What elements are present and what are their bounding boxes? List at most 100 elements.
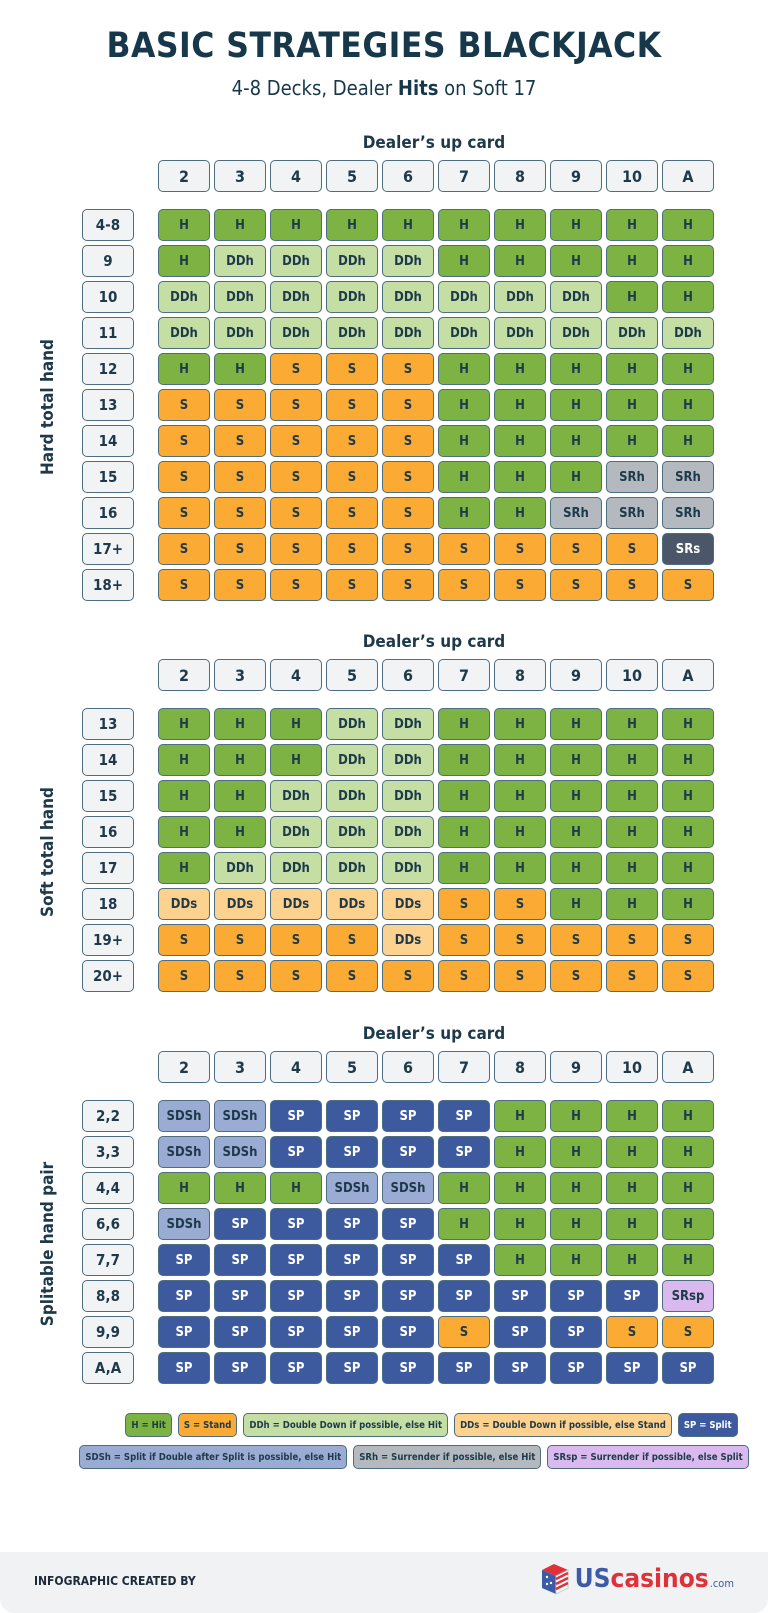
strategy-cell: S: [214, 960, 266, 992]
table-row: H DDh DDh DDh DDh H H H H H: [158, 245, 714, 277]
uscasinos-logo[interactable]: US casinos .com: [540, 1562, 734, 1596]
strategy-cell: SP: [270, 1316, 322, 1348]
strategy-cell: SP: [382, 1136, 434, 1168]
strategy-cell: SP: [382, 1244, 434, 1276]
strategy-cell: H: [214, 708, 266, 740]
table-row: H H H SDSh SDSh H H H H H: [158, 1172, 714, 1204]
strategy-cell: DDh: [382, 317, 434, 349]
table-row: S S S S S H H SRh SRh SRh: [158, 497, 714, 529]
strategy-cell: S: [438, 569, 490, 601]
table-row: DDs DDs DDs DDs DDs S S H H H: [158, 888, 714, 920]
strategy-cell: S: [550, 533, 602, 565]
strategy-cell: S: [382, 353, 434, 385]
table-row: DDh DDh DDh DDh DDh DDh DDh DDh DDh DDh: [158, 317, 714, 349]
player-hand-label: 12: [82, 353, 134, 385]
strategy-cell: DDh: [662, 317, 714, 349]
strategy-cell: DDh: [382, 744, 434, 776]
table-row: SDSh SDSh SP SP SP SP H H H H: [158, 1100, 714, 1132]
strategy-cell: DDh: [158, 317, 210, 349]
dealer-card: 10: [606, 659, 658, 691]
dealer-card: 5: [326, 160, 378, 192]
strategy-cell: H: [606, 1136, 658, 1168]
strategy-cell: H: [438, 708, 490, 740]
strategy-cell: H: [550, 888, 602, 920]
strategy-cell: DDs: [326, 888, 378, 920]
strategy-cell: DDh: [214, 317, 266, 349]
strategy-cell: H: [214, 744, 266, 776]
strategy-cell: DDh: [326, 281, 378, 313]
strategy-cell: DDh: [382, 281, 434, 313]
strategy-cell: DDh: [326, 317, 378, 349]
strategy-cell: SP: [550, 1280, 602, 1312]
strategy-cell: H: [606, 425, 658, 457]
strategy-cell: DDh: [382, 245, 434, 277]
table-row: DDh DDh DDh DDh DDh DDh DDh DDh H H: [158, 281, 714, 313]
strategy-cell: H: [662, 209, 714, 241]
strategy-cell: SP: [438, 1280, 490, 1312]
strategy-cell: DDh: [494, 281, 546, 313]
strategy-cell: H: [662, 744, 714, 776]
strategy-cell: H: [550, 461, 602, 493]
strategy-cell: SDSh: [158, 1136, 210, 1168]
strategy-cell: S: [214, 425, 266, 457]
strategy-cell: H: [158, 708, 210, 740]
legend-item: SRh = Surrender if possible, else Hit: [353, 1445, 542, 1469]
dealer-card: 7: [438, 160, 490, 192]
strategy-cell: H: [550, 1208, 602, 1240]
dealer-card: 10: [606, 160, 658, 192]
strategy-cell: H: [606, 816, 658, 848]
strategy-cell: S: [326, 353, 378, 385]
strategy-cell: S: [270, 533, 322, 565]
strategy-cell: S: [270, 389, 322, 421]
strategy-cell: H: [438, 461, 490, 493]
strategy-cell: SDSh: [158, 1208, 210, 1240]
dealer-card: 4: [270, 1051, 322, 1083]
strategy-cell: H: [606, 353, 658, 385]
player-hand-label: 8,8: [82, 1280, 134, 1312]
strategy-cell: H: [550, 353, 602, 385]
player-hand-label: 18+: [82, 569, 134, 601]
strategy-cell: H: [662, 1136, 714, 1168]
strategy-cell: S: [438, 960, 490, 992]
player-hand-label: 4,4: [82, 1172, 134, 1204]
strategy-cell: S: [606, 960, 658, 992]
strategy-cell: SP: [270, 1136, 322, 1168]
player-hand-label: 20+: [82, 960, 134, 992]
strategy-cell: DDh: [326, 780, 378, 812]
table-row: SP SP SP SP SP S SP SP S S: [158, 1316, 714, 1348]
strategy-cell: S: [214, 569, 266, 601]
strategy-cell: SP: [494, 1280, 546, 1312]
strategy-cell: H: [606, 209, 658, 241]
strategy-cell: H: [438, 1172, 490, 1204]
strategy-cell: DDh: [326, 744, 378, 776]
table-row: S S S S S S S S S SRs: [158, 533, 714, 565]
player-hand-label: 16: [82, 816, 134, 848]
dealer-card: 6: [382, 659, 434, 691]
strategy-cell: H: [438, 816, 490, 848]
player-hand-label: 7,7: [82, 1244, 134, 1276]
dealer-card: 9: [550, 1051, 602, 1083]
strategy-cell: DDs: [382, 888, 434, 920]
strategy-cell: DDh: [270, 816, 322, 848]
strategy-cell: H: [550, 1136, 602, 1168]
strategy-cell: DDh: [382, 708, 434, 740]
strategy-cell: SP: [662, 1352, 714, 1384]
strategy-cell: S: [326, 497, 378, 529]
strategy-cell: SP: [494, 1316, 546, 1348]
player-hand-label: 14: [82, 744, 134, 776]
strategy-cell: S: [662, 924, 714, 956]
strategy-cell: H: [214, 1172, 266, 1204]
strategy-cell: H: [662, 708, 714, 740]
strategy-cell: DDh: [382, 852, 434, 884]
strategy-cell: H: [662, 353, 714, 385]
subtitle-bold: Hits: [397, 76, 439, 100]
player-hand-label: 17+: [82, 533, 134, 565]
dealer-card-header: 2 3 4 5 6 7 8 9 10 A: [158, 659, 714, 691]
strategy-cell: S: [270, 425, 322, 457]
strategy-cell: H: [214, 209, 266, 241]
strategy-cell: SP: [270, 1100, 322, 1132]
strategy-cell: S: [158, 425, 210, 457]
table-row: H H H DDh DDh H H H H H: [158, 744, 714, 776]
strategy-cell: H: [438, 353, 490, 385]
